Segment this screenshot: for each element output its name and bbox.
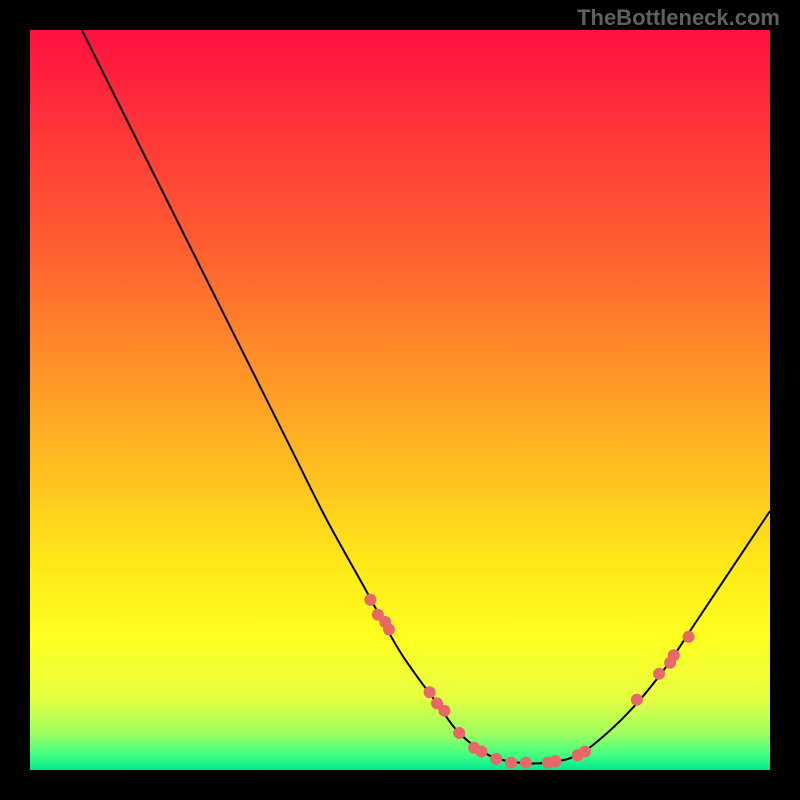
data-marker (438, 705, 450, 717)
data-marker (490, 753, 502, 765)
data-marker (475, 746, 487, 758)
bottleneck-curve (82, 30, 770, 764)
data-marker (383, 623, 395, 635)
chart-curve-layer (30, 30, 770, 770)
data-markers (364, 594, 694, 769)
data-marker (668, 649, 680, 661)
data-marker (653, 668, 665, 680)
data-marker (505, 757, 517, 769)
data-marker (549, 755, 561, 767)
data-marker (364, 594, 376, 606)
data-marker (579, 746, 591, 758)
data-marker (424, 686, 436, 698)
watermark-text: TheBottleneck.com (577, 5, 780, 31)
data-marker (631, 694, 643, 706)
chart-plot-area (30, 30, 770, 770)
data-marker (683, 631, 695, 643)
data-marker (453, 727, 465, 739)
data-marker (520, 757, 532, 769)
